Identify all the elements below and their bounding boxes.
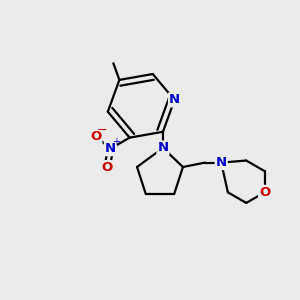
Text: N: N <box>216 156 227 169</box>
Text: O: O <box>101 161 113 174</box>
Text: +: + <box>112 137 120 147</box>
Text: −: − <box>97 124 107 137</box>
Text: O: O <box>90 130 101 143</box>
Text: O: O <box>259 186 270 199</box>
Text: N: N <box>158 142 169 154</box>
Text: N: N <box>169 94 180 106</box>
Text: N: N <box>105 142 116 155</box>
